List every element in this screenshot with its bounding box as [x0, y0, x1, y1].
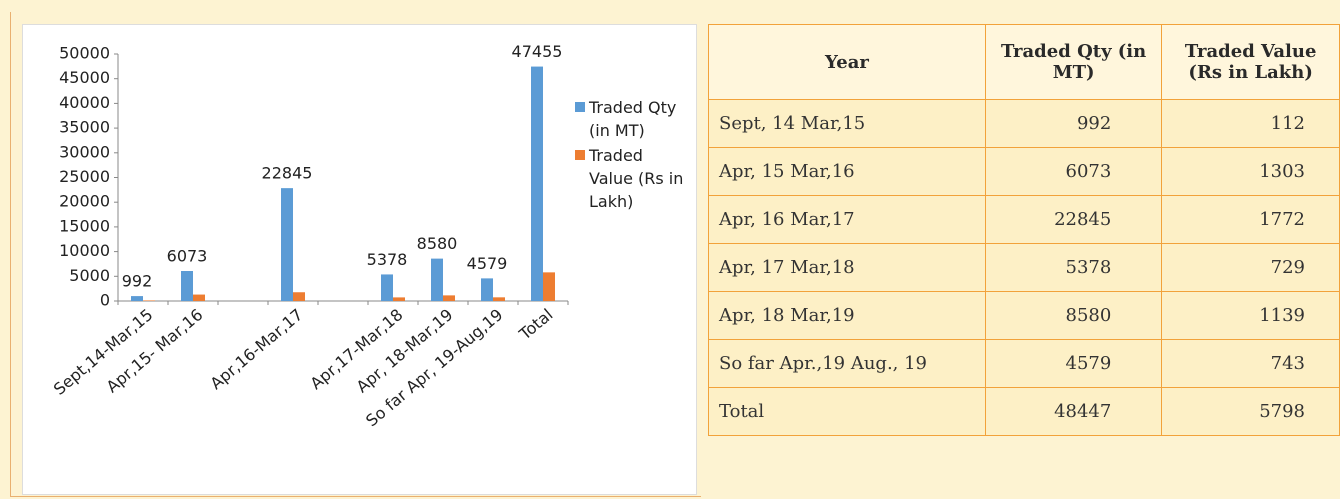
table-cell: Apr, 15 Mar,16	[708, 147, 986, 196]
table-cell: 992	[984, 99, 1163, 148]
data-label: 47455	[512, 42, 563, 61]
legend-label: Traded Value (Rs in Lakh)	[589, 146, 684, 211]
table: Year Traded Qty (in MT) Traded Value (Rs i…	[708, 24, 1340, 436]
table-cell: 729	[1161, 243, 1340, 292]
bar	[431, 258, 443, 301]
table-row: Sept, 14 Mar,15 992 112	[708, 99, 1340, 148]
table-body: Sept, 14 Mar,15 992 112 Apr, 15 Mar,16 6073 1…	[708, 99, 1340, 436]
table-row: Total 48447 5798	[708, 387, 1340, 436]
header-cell: Year	[708, 24, 986, 100]
bar	[293, 292, 305, 301]
data-label: 4579	[467, 254, 508, 273]
table-cell: 6073	[984, 147, 1163, 196]
legend-swatch	[575, 102, 585, 112]
bar	[143, 300, 155, 301]
table-cell: 5378	[984, 243, 1163, 292]
legend-swatch	[575, 150, 585, 160]
y-tick-label: 45000	[59, 68, 110, 87]
data-label: 22845	[262, 164, 313, 183]
bar	[443, 295, 455, 301]
data-label: 5378	[367, 250, 408, 269]
table-cell: Sept, 14 Mar,15	[708, 99, 986, 148]
y-tick-label: 35000	[59, 118, 110, 137]
table-cell: 1139	[1161, 291, 1340, 340]
table-row: Apr, 16 Mar,17 22845 1772	[708, 195, 1340, 244]
bar	[181, 270, 193, 301]
table-cell: Apr, 17 Mar,18	[708, 243, 986, 292]
y-tick-label: 20000	[59, 192, 110, 211]
bar	[531, 66, 543, 301]
y-tick-label: 50000	[59, 44, 110, 63]
bar	[543, 272, 555, 301]
table-row: Apr, 15 Mar,16 6073 1303	[708, 147, 1340, 196]
table-row: So far Apr.,19 Aug., 19 4579 743	[708, 339, 1340, 388]
y-tick-label: 5000	[69, 266, 110, 285]
bar	[193, 294, 205, 301]
data-label: 6073	[167, 246, 208, 265]
table-cell: 22845	[984, 195, 1163, 244]
data-label: 992	[122, 272, 153, 291]
header-cell: Traded Value (Rs in Lakh)	[1161, 24, 1340, 100]
table-cell: 1303	[1161, 147, 1340, 196]
x-tick-label: Total	[515, 305, 557, 344]
y-tick-label: 15000	[59, 216, 110, 235]
header-row: Year Traded Qty (in MT) Traded Value (Rs i…	[708, 24, 1340, 100]
y-tick-label: 10000	[59, 241, 110, 260]
table-row: Apr, 17 Mar,18 5378 729	[708, 243, 1340, 292]
table-cell: Total	[708, 387, 986, 436]
x-tick-label: Apr,16-Mar,17	[207, 305, 307, 393]
table-cell: 743	[1161, 339, 1340, 388]
table-cell: So far Apr.,19 Aug., 19	[708, 339, 986, 388]
table-cell: 112	[1161, 99, 1340, 148]
table-cell: Apr, 18 Mar,19	[708, 291, 986, 340]
chart: 0 5000 10000 15000 20000 25000 30000 35000 40000…	[22, 24, 697, 495]
y-tick-label: 25000	[59, 167, 110, 186]
bar	[281, 188, 293, 301]
bar	[481, 278, 493, 301]
table-cell: 48447	[984, 387, 1163, 436]
header-cell: Traded Qty (in MT)	[984, 24, 1163, 100]
legend-item: Traded Qty (in MT)	[575, 96, 685, 142]
frame	[10, 12, 701, 497]
bar	[393, 297, 405, 301]
table-cell: 5798	[1161, 387, 1340, 436]
table-cell: 8580	[984, 291, 1163, 340]
y-tick-label: 30000	[59, 142, 110, 161]
y-tick-label: 0	[100, 291, 110, 310]
bar	[131, 296, 143, 301]
table-cell: Apr, 16 Mar,17	[708, 195, 986, 244]
y-tick-label: 40000	[59, 93, 110, 112]
table-cell: 4579	[984, 339, 1163, 388]
bar	[381, 274, 393, 301]
legend: Traded Qty (in MT) Traded Value (Rs in La…	[575, 96, 685, 215]
legend-item: Traded Value (Rs in Lakh)	[575, 144, 685, 213]
legend-label: Traded Qty (in MT)	[589, 98, 677, 140]
data-label: 8580	[417, 234, 458, 253]
table-row: Apr, 18 Mar,19 8580 1139	[708, 291, 1340, 340]
table-cell: 1772	[1161, 195, 1340, 244]
bar	[493, 297, 505, 301]
